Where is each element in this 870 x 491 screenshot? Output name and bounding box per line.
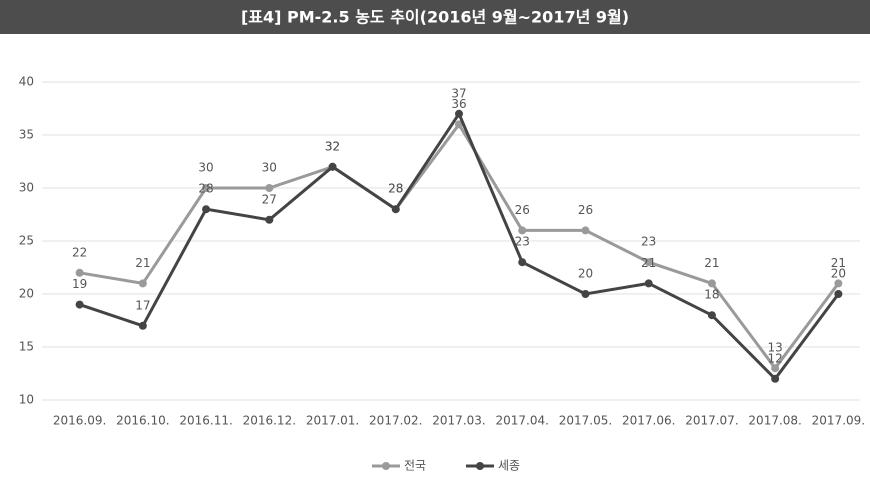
x-tick-label: 2017.08.: [748, 414, 801, 428]
x-tick-label: 2017.06.: [622, 414, 675, 428]
y-tick-label: 35: [19, 128, 34, 142]
point: [834, 290, 843, 298]
y-tick-label: 15: [19, 340, 34, 354]
point: [455, 109, 463, 118]
data-label: 21: [831, 256, 846, 270]
x-tick-label: 2016.12.: [243, 414, 296, 428]
x-tick-label: 2017.01.: [306, 414, 359, 428]
data-label: 23: [515, 235, 530, 249]
data-label: 28: [388, 182, 403, 196]
x-tick-label: 2017.07.: [685, 414, 738, 428]
x-tick-label: 2017.09.: [812, 414, 865, 428]
data-label: 19: [72, 277, 87, 291]
point: [771, 374, 780, 383]
point: [518, 258, 527, 267]
y-tick-label: 40: [19, 75, 34, 89]
x-tick-label: 2017.02.: [369, 414, 422, 428]
x-tick-label: 2016.10.: [116, 414, 169, 428]
data-label: 22: [72, 245, 87, 259]
y-tick-label: 10: [19, 393, 34, 407]
point: [391, 205, 400, 214]
data-label: 28: [198, 182, 213, 196]
series-line: [79, 121, 840, 371]
data-label: 12: [768, 351, 783, 365]
point: [265, 184, 274, 192]
point: [707, 279, 716, 288]
data-label: 18: [704, 288, 719, 302]
data-label: 21: [704, 256, 719, 270]
series-line: [79, 110, 840, 382]
legend-marker: [382, 462, 390, 470]
point: [265, 215, 274, 224]
y-tick-label: 25: [19, 234, 34, 248]
x-tick-label: 2016.11.: [179, 414, 232, 428]
point: [581, 290, 590, 298]
y-tick-label: 20: [19, 287, 34, 301]
data-label: 23: [641, 235, 656, 249]
point: [75, 300, 84, 309]
point: [581, 226, 590, 235]
data-label: 26: [515, 203, 530, 217]
data-label: 32: [325, 139, 340, 153]
data-label: 21: [641, 256, 656, 270]
data-label: 30: [198, 161, 213, 175]
data-label: 30: [262, 161, 277, 175]
point: [644, 258, 653, 267]
point: [644, 279, 653, 288]
point: [707, 311, 716, 320]
data-label: 20: [578, 267, 593, 281]
data-label: 13: [768, 341, 783, 355]
data-label: 36: [451, 97, 466, 111]
x-tick-label: 2016.09.: [53, 414, 106, 428]
chart-title: [표4] PM-2.5 농도 추이(2016년 9월~2017년 9월): [241, 8, 629, 27]
data-label: 27: [262, 192, 277, 206]
point: [518, 226, 527, 235]
data-label: 28: [388, 182, 403, 196]
legend-label: 세종: [498, 459, 520, 473]
point: [75, 268, 84, 277]
data-label: 20: [831, 267, 846, 281]
title-bar: [0, 0, 870, 34]
x-tick-label: 2017.03.: [432, 414, 485, 428]
data-label: 26: [578, 203, 593, 217]
x-tick-label: 2017.05.: [559, 414, 612, 428]
point: [834, 279, 843, 288]
point: [138, 279, 147, 288]
legend-marker: [476, 462, 484, 470]
data-label: 32: [325, 139, 340, 153]
point: [771, 364, 780, 373]
y-tick-label: 30: [19, 181, 34, 195]
data-label: 17: [135, 298, 150, 312]
point: [138, 321, 147, 330]
point: [202, 184, 211, 192]
x-tick-label: 2017.04.: [496, 414, 549, 428]
data-label: 21: [135, 256, 150, 270]
point: [202, 205, 211, 214]
legend-label: 전국: [404, 459, 426, 473]
point: [455, 120, 463, 129]
point: [328, 162, 337, 171]
data-label: 37: [451, 86, 466, 100]
